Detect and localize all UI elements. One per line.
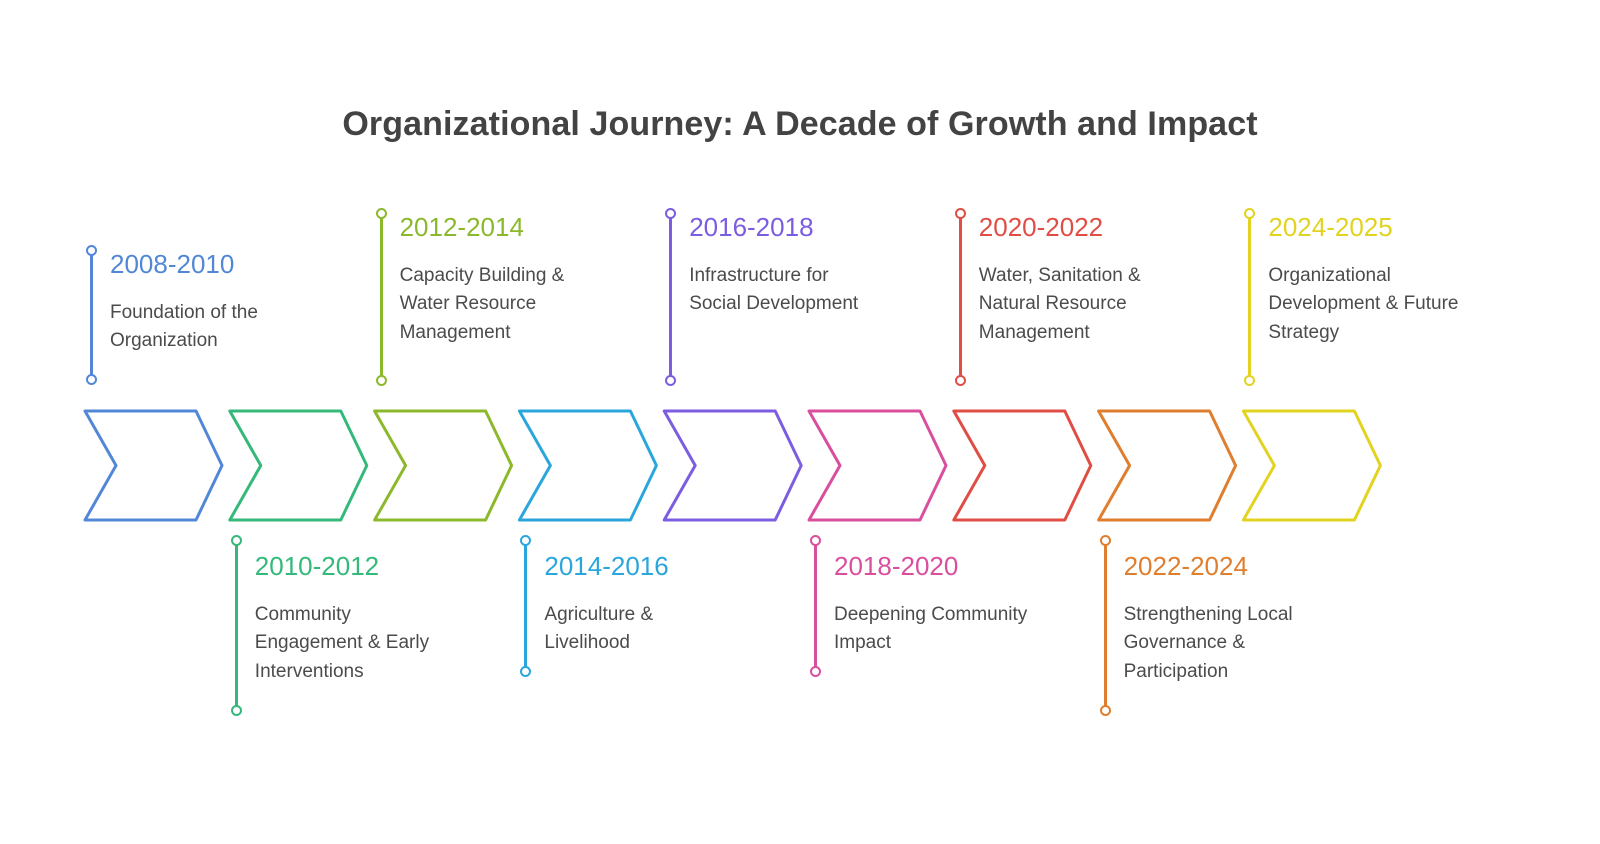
connector-stem <box>958 213 962 381</box>
chevron-arrow-3[interactable] <box>373 409 514 522</box>
connector-endpoint-bottom <box>375 375 387 386</box>
chevron-arrow-2[interactable] <box>228 409 369 522</box>
milestone-description-9: Organizational Development & Future Stra… <box>1268 264 1459 344</box>
connector-endpoint-top <box>665 208 677 219</box>
chevron-arrow-4[interactable] <box>517 409 658 522</box>
connector-endpoint-top <box>954 208 966 219</box>
milestone-description-2: Community Engagement & Early Interventio… <box>254 603 430 683</box>
milestone-description-1: Foundation of the Organization <box>110 301 258 352</box>
milestone-8[interactable]: 2022-2024 Strengthening Local Governance … <box>1124 552 1319 687</box>
milestone-years-7: 2020-2022 <box>978 212 1104 242</box>
milestone-2[interactable]: 2010-2012 Community Engagement & Early In… <box>255 552 450 687</box>
connector-stem <box>379 213 383 381</box>
milestone-years-6: 2018-2020 <box>834 551 959 581</box>
connector-stem <box>1103 540 1107 711</box>
connector-line-2 <box>230 535 242 716</box>
milestone-years-3: 2012-2014 <box>399 212 524 242</box>
milestone-years-2: 2010-2012 <box>254 551 380 581</box>
connector-endpoint-top <box>86 245 97 256</box>
milestone-6[interactable]: 2018-2020 Deepening Community Impact <box>834 552 1029 658</box>
connector-line-6 <box>810 535 821 677</box>
connector-endpoint-top <box>1099 535 1111 546</box>
connector-stem <box>90 250 93 380</box>
milestone-years-8: 2022-2024 <box>1123 551 1248 581</box>
connector-line-7 <box>954 208 966 386</box>
milestone-9[interactable]: 2024-2025 Organizational Development & Fu… <box>1268 213 1463 348</box>
connector-endpoint-top <box>1244 208 1256 219</box>
connector-endpoint-bottom <box>810 666 821 677</box>
connector-endpoint-bottom <box>954 375 966 386</box>
connector-endpoint-bottom <box>1244 375 1256 386</box>
connector-stem <box>669 213 673 381</box>
milestone-years-1: 2008-2010 <box>110 249 235 279</box>
chevron-arrow-8[interactable] <box>1097 409 1238 522</box>
connector-stem <box>524 540 528 672</box>
milestone-description-5: Infrastructure for Social Development <box>689 264 859 315</box>
connector-endpoint-bottom <box>230 705 242 716</box>
connector-stem <box>1248 213 1252 381</box>
milestone-years-9: 2024-2025 <box>1268 212 1393 242</box>
chevron-arrow-9[interactable] <box>1241 409 1382 522</box>
connector-endpoint-top <box>375 208 387 219</box>
connector-endpoint-bottom <box>86 374 97 385</box>
milestone-years-4: 2014-2016 <box>544 551 669 581</box>
connector-line-5 <box>665 208 677 386</box>
milestone-description-6: Deepening Community Impact <box>834 603 1028 654</box>
milestone-description-3: Capacity Building & Water Resource Manag… <box>399 264 565 344</box>
connector-stem <box>234 540 238 711</box>
connector-endpoint-bottom <box>1099 705 1111 716</box>
connector-endpoint-bottom <box>665 375 677 386</box>
connector-line-1 <box>86 245 97 385</box>
milestone-description-7: Water, Sanitation & Natural Resource Man… <box>978 264 1141 344</box>
connector-line-9 <box>1244 208 1256 386</box>
milestone-3[interactable]: 2012-2014 Capacity Building & Water Resou… <box>400 213 595 348</box>
chevron-arrow-5[interactable] <box>662 409 803 522</box>
connector-endpoint-bottom <box>520 666 532 677</box>
milestone-1[interactable]: 2008-2010 Foundation of the Organization <box>110 250 305 356</box>
connector-stem <box>814 540 817 672</box>
milestone-description-4: Agriculture & Livelihood <box>544 603 654 654</box>
connector-endpoint-top <box>520 535 532 546</box>
connector-line-4 <box>520 535 532 677</box>
chevron-arrow-6[interactable] <box>807 409 948 522</box>
chevron-arrow-1[interactable] <box>83 409 224 522</box>
milestone-4[interactable]: 2014-2016 Agriculture & Livelihood <box>544 552 739 658</box>
connector-line-8 <box>1099 535 1111 716</box>
connector-line-3 <box>375 208 387 386</box>
milestone-description-8: Strengthening Local Governance & Partici… <box>1123 603 1293 683</box>
connector-endpoint-top <box>810 535 821 546</box>
chevron-arrow-7[interactable] <box>952 409 1093 522</box>
milestone-7[interactable]: 2020-2022 Water, Sanitation & Natural Res… <box>979 213 1174 348</box>
milestone-5[interactable]: 2016-2018 Infrastructure for Social Devel… <box>689 213 884 319</box>
page-title: Organizational Journey: A Decade of Grow… <box>342 104 1258 143</box>
milestone-years-5: 2016-2018 <box>689 212 814 242</box>
connector-endpoint-top <box>230 535 242 546</box>
